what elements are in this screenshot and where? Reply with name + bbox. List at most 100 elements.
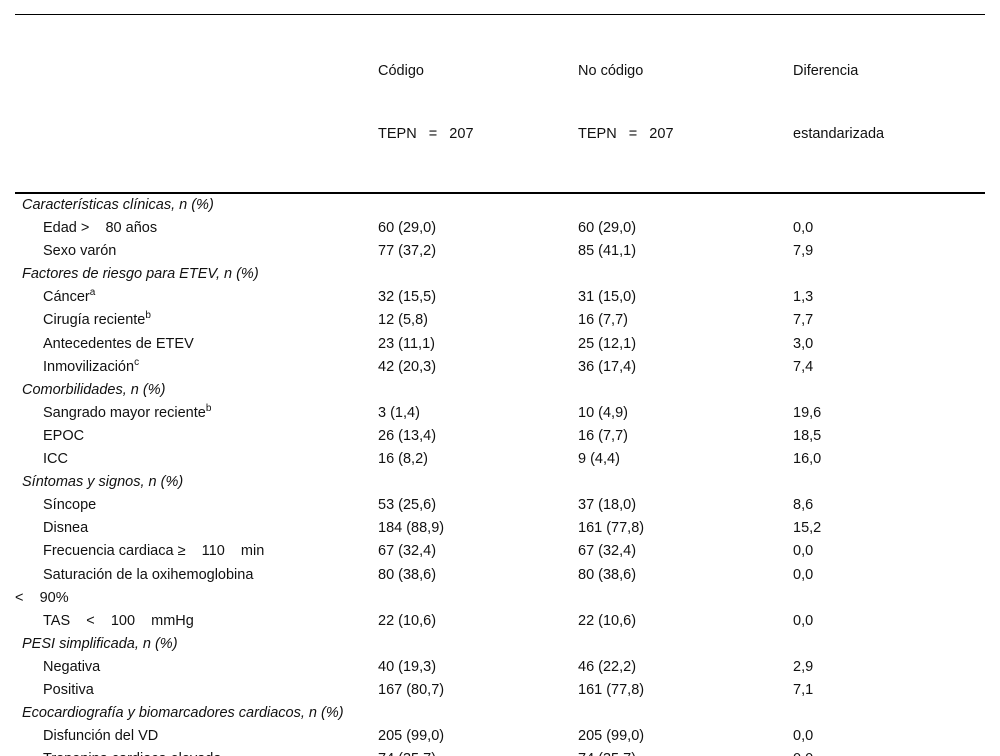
value-codigo: 26 (13,4) [378, 425, 578, 448]
row-label: Saturación de la oxihemoglobina [15, 564, 378, 587]
row-label-text: Inmovilización [43, 358, 135, 375]
section-label: Factores de riesgo para ETEV, n (%) [15, 263, 985, 286]
value-diferencia-text: 0,0 [793, 543, 814, 560]
value-codigo-text: 60 (29,0) [378, 220, 437, 237]
header-col-codigo-line1: Código [378, 63, 424, 79]
row-label-text: Saturación de la oxihemoglobina [43, 566, 254, 583]
value-diferencia: 18,5 [793, 425, 985, 448]
value-codigo-text: 80 (38,6) [378, 566, 437, 583]
row-label: Frecuencia cardiaca ≥ 110 min [15, 540, 378, 563]
value-codigo [378, 587, 578, 610]
value-no-codigo: 67 (32,4) [578, 540, 793, 563]
header-col-no-codigo-line2: TEPN = 207 [578, 126, 674, 142]
value-diferencia: 0,0 [793, 748, 985, 756]
row-label: Edad > 80 años [15, 217, 378, 240]
table-row: < 90% [15, 587, 985, 610]
row-label: Troponina cardiaca elevada [15, 748, 378, 756]
value-codigo: 205 (99,0) [378, 725, 578, 748]
table-row: ICC 16 (8,2) 9 (4,4) 16,0 [15, 448, 985, 471]
value-codigo-text: 32 (15,5) [378, 289, 437, 306]
table-header-row: Código TEPN = 207 No código TEPN = 207 D… [15, 15, 985, 192]
value-no-codigo: 46 (22,2) [578, 656, 793, 679]
table-row: Cáncera 32 (15,5) 31 (15,0) 1,3 [15, 286, 985, 309]
section-label-text: Factores de riesgo para ETEV, n (%) [22, 266, 259, 283]
value-codigo: 32 (15,5) [378, 286, 578, 309]
section-label: Características clínicas, n (%) [15, 194, 985, 217]
row-label-superscript: b [145, 310, 151, 322]
row-label-text: Antecedentes de ETEV [43, 335, 194, 352]
value-codigo-text: 205 (99,0) [378, 728, 445, 745]
value-codigo-text: 12 (5,8) [378, 312, 428, 329]
header-col-codigo: Código TEPN = 207 [378, 19, 578, 187]
row-label: Inmovilizaciónc [15, 356, 378, 379]
value-diferencia-text: 7,1 [793, 681, 814, 698]
row-label: Antecedentes de ETEV [15, 333, 378, 356]
value-no-codigo: 36 (17,4) [578, 356, 793, 379]
value-diferencia [793, 587, 985, 610]
value-codigo-text: 67 (32,4) [378, 543, 437, 560]
value-no-codigo-text: 9 (4,4) [578, 451, 620, 468]
table-row: TAS < 100 mmHg 22 (10,6) 22 (10,6) 0,0 [15, 610, 985, 633]
value-diferencia: 7,1 [793, 679, 985, 702]
table-top-rule [15, 14, 985, 15]
row-label-superscript: b [205, 403, 212, 415]
value-diferencia: 0,0 [793, 610, 985, 633]
section-label-text: Características clínicas, n (%) [22, 197, 214, 213]
value-codigo-text: 53 (25,6) [378, 497, 437, 514]
value-codigo-text: 167 (80,7) [378, 681, 445, 698]
row-label: Sangrado mayor recienteb [15, 402, 378, 425]
value-no-codigo-text: 67 (32,4) [578, 543, 637, 560]
value-diferencia-text: 15,2 [793, 520, 822, 537]
row-label-text: Sangrado mayor reciente [43, 404, 206, 421]
value-diferencia: 0,0 [793, 725, 985, 748]
value-diferencia-text: 3,0 [793, 335, 814, 352]
table-row: Positiva 167 (80,7) 161 (77,8) 7,1 [15, 679, 985, 702]
value-no-codigo: 161 (77,8) [578, 679, 793, 702]
value-diferencia-text: 0,0 [793, 220, 814, 237]
value-diferencia: 1,3 [793, 286, 985, 309]
value-codigo-text: 42 (20,3) [378, 358, 437, 375]
table-header-rule [15, 192, 985, 194]
row-label: Negativa [15, 656, 378, 679]
value-no-codigo-text: 80 (38,6) [578, 566, 637, 583]
value-codigo: 3 (1,4) [378, 402, 578, 425]
row-label: < 90% [15, 587, 378, 610]
value-diferencia: 2,9 [793, 656, 985, 679]
table-row: Antecedentes de ETEV 23 (11,1) 25 (12,1)… [15, 333, 985, 356]
value-no-codigo: 25 (12,1) [578, 333, 793, 356]
row-label-text: Edad > 80 años [43, 220, 158, 237]
value-no-codigo: 16 (7,7) [578, 309, 793, 332]
row-label: Disfunción del VD [15, 725, 378, 748]
value-diferencia-text: 18,5 [793, 427, 822, 444]
value-no-codigo: 22 (10,6) [578, 610, 793, 633]
row-label-text: ICC [43, 451, 68, 468]
value-no-codigo-text: 16 (7,7) [578, 427, 628, 444]
value-codigo: 77 (37,2) [378, 240, 578, 263]
value-no-codigo: 9 (4,4) [578, 448, 793, 471]
value-codigo-text: 22 (10,6) [378, 612, 437, 629]
value-diferencia: 19,6 [793, 402, 985, 425]
section-label-text: Ecocardiografía y biomarcadores cardiaco… [22, 705, 344, 722]
row-label-text: Cáncer [43, 289, 90, 306]
value-codigo-text: 23 (11,1) [378, 335, 435, 352]
value-no-codigo: 16 (7,7) [578, 425, 793, 448]
section-header-row: Síntomas y signos, n (%) [15, 471, 985, 494]
table-row: EPOC 26 (13,4) 16 (7,7) 18,5 [15, 425, 985, 448]
row-label-text: Positiva [43, 681, 94, 698]
value-no-codigo-text: 37 (18,0) [578, 497, 637, 514]
value-diferencia: 8,6 [793, 494, 985, 517]
value-codigo: 67 (32,4) [378, 540, 578, 563]
value-no-codigo-text: 161 (77,8) [578, 681, 645, 698]
header-col-diferencia: Diferencia estandarizada [793, 19, 985, 187]
value-diferencia: 0,0 [793, 564, 985, 587]
value-codigo: 40 (19,3) [378, 656, 578, 679]
row-label-text: Sexo varón [43, 243, 117, 260]
section-label: Comorbilidades, n (%) [15, 379, 985, 402]
row-label-text: Negativa [43, 658, 101, 675]
section-label: PESI simplificada, n (%) [15, 633, 985, 656]
value-diferencia-text: 7,4 [793, 358, 814, 375]
value-codigo: 42 (20,3) [378, 356, 578, 379]
value-codigo-text: 74 (35,7) [378, 751, 436, 756]
value-no-codigo: 205 (99,0) [578, 725, 793, 748]
header-col-codigo-line2: TEPN = 207 [378, 126, 474, 142]
